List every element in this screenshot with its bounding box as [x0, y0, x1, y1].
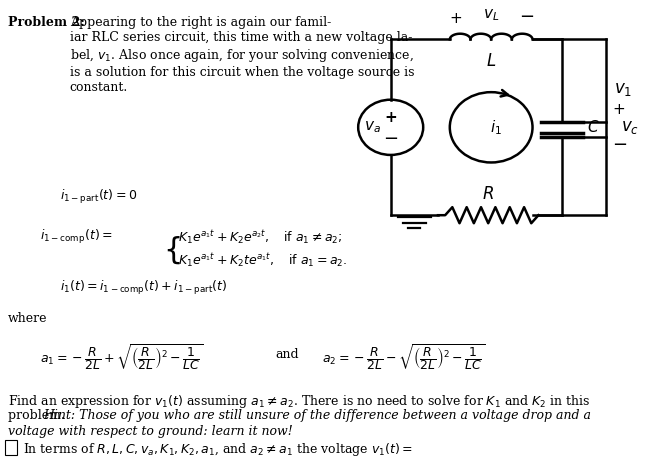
Text: $v_1$: $v_1$	[614, 81, 632, 98]
Text: $\{$: $\{$	[163, 235, 180, 266]
Text: and: and	[276, 348, 299, 361]
Text: +: +	[450, 11, 462, 26]
Text: $i_1$: $i_1$	[489, 118, 501, 137]
Text: problem.: problem.	[8, 409, 73, 422]
Text: Problem 2:: Problem 2:	[8, 16, 85, 29]
Text: $i_{1-\mathrm{comp}}(t) =$: $i_{1-\mathrm{comp}}(t) =$	[40, 228, 113, 246]
Text: $i_{1-\mathrm{part}}(t) = 0$: $i_{1-\mathrm{part}}(t) = 0$	[60, 188, 137, 206]
Text: $v_a$: $v_a$	[363, 120, 380, 135]
Text: In terms of $R, L, C, v_a, K_1, K_2, a_1$, and $a_2 \neq a_1$ the voltage $v_1(t: In terms of $R, L, C, v_a, K_1, K_2, a_1…	[23, 441, 413, 458]
Text: +: +	[612, 102, 625, 117]
Text: $K_1e^{a_1 t} + K_2te^{a_1 t},\quad \mathrm{if}\ a_1 = a_2.$: $K_1e^{a_1 t} + K_2te^{a_1 t},\quad \mat…	[178, 251, 347, 269]
Text: Hint: Those of you who are still unsure of the difference between a voltage drop: Hint: Those of you who are still unsure …	[43, 409, 591, 422]
Text: $K_1e^{a_1 t} + K_2e^{a_2 t},\quad \mathrm{if}\ a_1 \neq a_2;$: $K_1e^{a_1 t} + K_2e^{a_2 t},\quad \math…	[178, 228, 343, 246]
Text: Find an expression for $v_1(t)$ assuming $a_1 \neq a_2$. There is no need to sol: Find an expression for $v_1(t)$ assuming…	[8, 393, 590, 410]
Text: voltage with respect to ground: learn it now!: voltage with respect to ground: learn it…	[8, 425, 293, 438]
Text: where: where	[8, 312, 47, 325]
Text: $a_2 = -\dfrac{R}{2L} - \sqrt{\left(\dfrac{R}{2L}\right)^2 - \dfrac{1}{LC}}$: $a_2 = -\dfrac{R}{2L} - \sqrt{\left(\dfr…	[322, 342, 485, 372]
Text: $R$: $R$	[482, 186, 494, 203]
Text: Appearing to the right is again our famil-
iar RLC series circuit, this time wit: Appearing to the right is again our fami…	[70, 16, 414, 93]
Text: −: −	[612, 136, 627, 154]
Text: +: +	[384, 110, 397, 125]
Text: $L$: $L$	[486, 53, 496, 70]
Text: −: −	[519, 7, 534, 26]
Text: $a_1 = -\dfrac{R}{2L} + \sqrt{\left(\dfrac{R}{2L}\right)^2 - \dfrac{1}{LC}}$: $a_1 = -\dfrac{R}{2L} + \sqrt{\left(\dfr…	[40, 342, 203, 372]
Bar	[5, 440, 17, 455]
Text: $v_L$: $v_L$	[483, 7, 499, 23]
Text: −: −	[383, 130, 398, 147]
Text: $C$: $C$	[587, 120, 600, 135]
Text: $i_1(t) = i_{1-\mathrm{comp}}(t) + i_{1-\mathrm{part}}(t)$: $i_1(t) = i_{1-\mathrm{comp}}(t) + i_{1-…	[60, 279, 227, 297]
Text: $v_c$: $v_c$	[622, 119, 639, 136]
